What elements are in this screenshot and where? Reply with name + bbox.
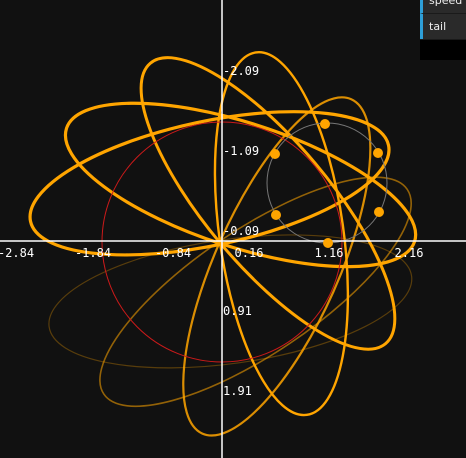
y-tick-label: -1.09: [223, 144, 259, 158]
speed-control[interactable]: speed: [420, 0, 466, 14]
y-tick-label: 0.91: [223, 304, 252, 318]
pen-marker: [374, 207, 384, 217]
x-tick-label: 2.16: [395, 246, 424, 260]
tail-control[interactable]: tail: [420, 13, 466, 39]
x-tick-label: -0.84: [155, 246, 191, 260]
y-tick-label: -2.09: [223, 64, 259, 78]
pen-markers: [270, 119, 384, 248]
pen-marker: [320, 119, 330, 129]
tail-label: tail: [429, 20, 447, 33]
trail-ellipse: [213, 51, 350, 417]
x-tick-label: 0.16: [235, 246, 264, 260]
panel-footer: [420, 40, 466, 60]
y-tick-label: 1.91: [223, 384, 252, 398]
pen-marker: [323, 238, 333, 248]
trail-ellipse: [99, 176, 412, 408]
x-tick-label: 1.16: [315, 246, 344, 260]
x-tick-label: -2.84: [0, 246, 34, 260]
y-tick-label: -0.09: [223, 224, 259, 238]
pen-marker: [270, 149, 280, 159]
pen-marker: [271, 210, 281, 220]
pen-marker: [373, 148, 383, 158]
x-tick-label: -1.84: [75, 246, 111, 260]
speed-label: speed: [429, 0, 463, 7]
control-panel: speed tail: [420, 0, 466, 60]
